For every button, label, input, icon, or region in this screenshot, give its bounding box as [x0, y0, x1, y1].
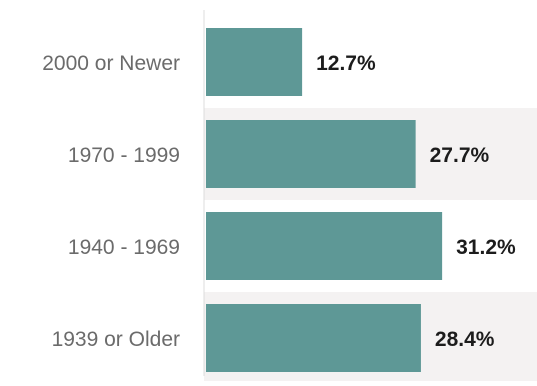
value-label-0: 12.7%	[316, 52, 376, 75]
bars	[206, 28, 443, 372]
value-label-3: 28.4%	[435, 328, 495, 351]
category-label-1: 1970 - 1999	[68, 144, 180, 167]
category-label-3: 1939 or Older	[52, 328, 180, 351]
category-label-0: 2000 or Newer	[42, 52, 180, 75]
bar-1	[206, 120, 416, 188]
category-labels: 2000 or Newer 1970 - 1999 1940 - 1969 1939 …	[42, 52, 180, 351]
value-label-1: 27.7%	[430, 144, 490, 167]
bar-0	[206, 28, 303, 96]
bar-3	[206, 304, 421, 372]
value-label-2: 31.2%	[456, 236, 516, 259]
bar-2	[206, 212, 443, 280]
category-label-2: 1940 - 1969	[68, 236, 180, 259]
value-labels: 12.7% 27.7% 31.2% 28.4%	[316, 52, 516, 351]
